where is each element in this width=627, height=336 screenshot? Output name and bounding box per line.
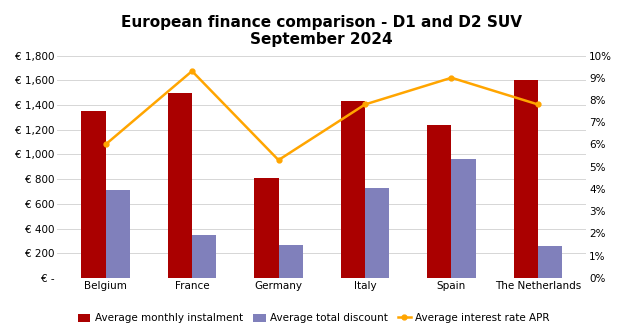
Average interest rate APR	[275, 158, 282, 162]
Bar	[427, 125, 451, 278]
Bar	[278, 245, 303, 278]
Legend: Average monthly instalment, Average total discount, Average interest rate APR: Average monthly instalment, Average tota…	[73, 309, 554, 327]
Bar	[451, 159, 476, 278]
Bar	[341, 101, 365, 278]
Average interest rate APR	[102, 142, 109, 146]
Average interest rate APR	[534, 102, 542, 107]
Title: European finance comparison - D1 and D2 SUV
September 2024: European finance comparison - D1 and D2 …	[121, 15, 522, 47]
Bar	[365, 188, 389, 278]
Average interest rate APR	[188, 69, 196, 73]
Average interest rate APR	[448, 76, 455, 80]
Bar	[255, 178, 278, 278]
Bar	[192, 235, 216, 278]
Bar	[168, 93, 192, 278]
Bar	[82, 111, 105, 278]
Line: Average interest rate APR: Average interest rate APR	[103, 69, 540, 163]
Average interest rate APR	[361, 102, 369, 107]
Bar	[538, 247, 562, 278]
Bar	[105, 190, 130, 278]
Bar	[514, 80, 538, 278]
